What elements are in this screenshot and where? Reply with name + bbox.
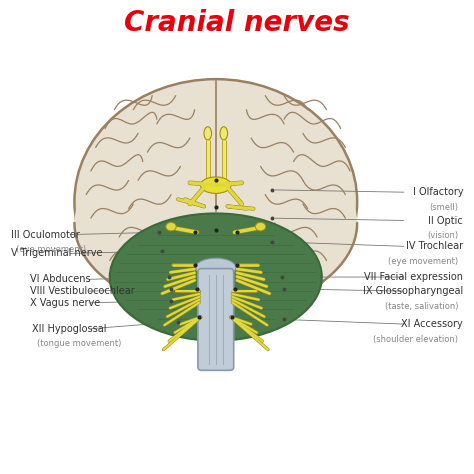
Ellipse shape bbox=[74, 79, 357, 324]
Text: VI Abducens: VI Abducens bbox=[30, 274, 90, 284]
Text: (smell): (smell) bbox=[429, 203, 458, 212]
Ellipse shape bbox=[166, 222, 176, 231]
Text: IX Glossopharyngeal: IX Glossopharyngeal bbox=[363, 286, 463, 296]
Ellipse shape bbox=[110, 213, 322, 341]
Text: Cranial nerves: Cranial nerves bbox=[124, 9, 350, 36]
Ellipse shape bbox=[196, 258, 236, 277]
Text: VIII Vestibulocochlear: VIII Vestibulocochlear bbox=[30, 286, 135, 296]
Text: (eye movement): (eye movement) bbox=[388, 257, 458, 266]
Text: (vision): (vision) bbox=[428, 231, 458, 240]
Ellipse shape bbox=[220, 127, 228, 140]
Ellipse shape bbox=[204, 127, 211, 140]
Text: X Vagus nerve: X Vagus nerve bbox=[30, 298, 100, 308]
Ellipse shape bbox=[74, 133, 357, 312]
Text: III Oculomotor: III Oculomotor bbox=[11, 229, 80, 240]
Text: XII Hypoglossal: XII Hypoglossal bbox=[32, 324, 107, 334]
Text: IV Trochlear: IV Trochlear bbox=[406, 241, 463, 251]
FancyBboxPatch shape bbox=[198, 269, 234, 370]
Ellipse shape bbox=[255, 222, 266, 231]
Text: (eye movement): (eye movement) bbox=[16, 245, 86, 254]
Ellipse shape bbox=[201, 177, 231, 193]
Text: (taste, salivation): (taste, salivation) bbox=[385, 302, 458, 311]
Text: (tongue movement): (tongue movement) bbox=[36, 339, 121, 348]
Text: V Trigeminal nerve: V Trigeminal nerve bbox=[11, 248, 102, 258]
Text: VII Facial expression: VII Facial expression bbox=[364, 272, 463, 282]
Text: (shoulder elevation): (shoulder elevation) bbox=[374, 335, 458, 344]
Text: XI Accessory: XI Accessory bbox=[401, 319, 463, 329]
Text: II Optic: II Optic bbox=[428, 216, 463, 226]
Text: I Olfactory: I Olfactory bbox=[412, 187, 463, 197]
